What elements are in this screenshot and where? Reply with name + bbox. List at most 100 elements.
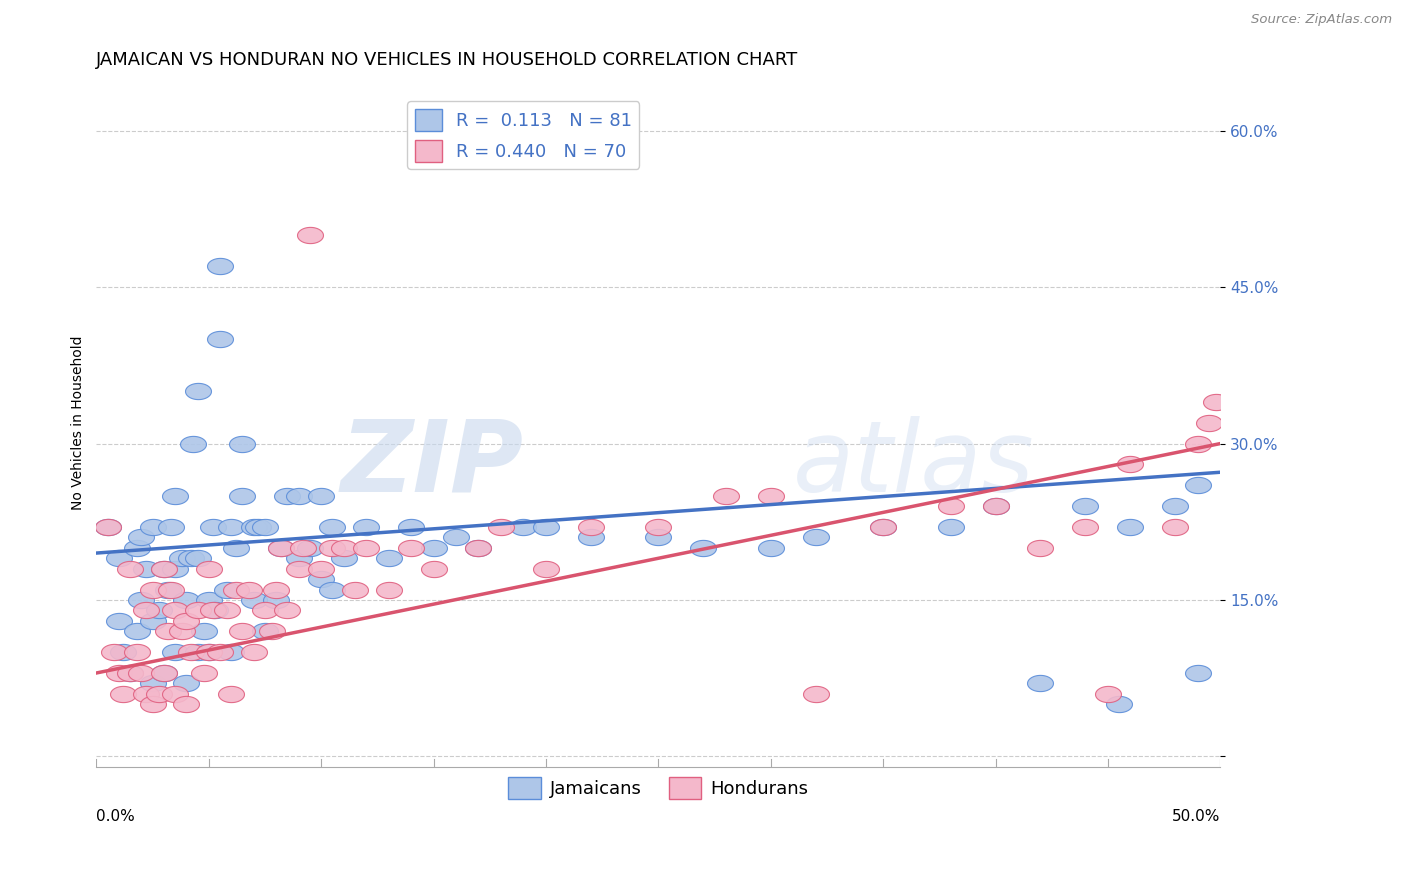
Text: ZIP: ZIP (340, 416, 523, 513)
Hondurans (1164, 520, 1187, 534)
Jamaicans (1029, 676, 1052, 690)
Hondurans (804, 687, 827, 701)
Hondurans (152, 665, 174, 680)
Hondurans (112, 687, 135, 701)
Jamaicans (219, 645, 242, 659)
Jamaicans (247, 520, 270, 534)
Hondurans (215, 603, 238, 617)
Hondurans (97, 520, 120, 534)
Hondurans (309, 562, 332, 576)
Jamaicans (332, 551, 354, 566)
Hondurans (270, 541, 292, 555)
Jamaicans (108, 551, 131, 566)
Jamaicans (157, 582, 180, 597)
Jamaicans (163, 562, 186, 576)
Jamaicans (804, 530, 827, 544)
Jamaicans (152, 562, 174, 576)
Hondurans (399, 541, 422, 555)
Hondurans (872, 520, 894, 534)
Jamaicans (112, 645, 135, 659)
Hondurans (159, 582, 181, 597)
Jamaicans (163, 489, 186, 503)
Jamaicans (225, 541, 247, 555)
Jamaicans (270, 541, 292, 555)
Hondurans (422, 562, 444, 576)
Jamaicans (399, 520, 422, 534)
Hondurans (343, 582, 366, 597)
Hondurans (120, 665, 142, 680)
Hondurans (163, 603, 186, 617)
Jamaicans (534, 520, 557, 534)
Jamaicans (1074, 499, 1097, 513)
Jamaicans (309, 572, 332, 586)
Hondurans (647, 520, 669, 534)
Jamaicans (939, 520, 962, 534)
Hondurans (1074, 520, 1097, 534)
Text: 50.0%: 50.0% (1173, 808, 1220, 823)
Hondurans (193, 665, 215, 680)
Hondurans (534, 562, 557, 576)
Jamaicans (174, 676, 197, 690)
Jamaicans (141, 676, 163, 690)
Jamaicans (204, 603, 226, 617)
Jamaicans (125, 624, 148, 639)
Jamaicans (125, 541, 148, 555)
Jamaicans (202, 520, 225, 534)
Hondurans (197, 645, 219, 659)
Jamaicans (180, 551, 202, 566)
Hondurans (103, 645, 125, 659)
Hondurans (714, 489, 737, 503)
Jamaicans (264, 593, 287, 607)
Hondurans (141, 582, 163, 597)
Hondurans (180, 645, 202, 659)
Hondurans (1198, 416, 1220, 430)
Jamaicans (377, 551, 399, 566)
Jamaicans (152, 665, 174, 680)
Hondurans (1205, 395, 1227, 409)
Hondurans (759, 489, 782, 503)
Text: Source: ZipAtlas.com: Source: ZipAtlas.com (1251, 13, 1392, 27)
Hondurans (231, 624, 253, 639)
Jamaicans (276, 489, 298, 503)
Jamaicans (186, 645, 208, 659)
Hondurans (1187, 436, 1209, 450)
Hondurans (157, 624, 180, 639)
Hondurans (174, 698, 197, 712)
Jamaicans (287, 551, 309, 566)
Jamaicans (692, 541, 714, 555)
Hondurans (170, 624, 193, 639)
Hondurans (354, 541, 377, 555)
Hondurans (467, 541, 489, 555)
Jamaicans (467, 541, 489, 555)
Jamaicans (163, 645, 186, 659)
Jamaicans (197, 593, 219, 607)
Jamaicans (181, 436, 204, 450)
Hondurans (292, 541, 315, 555)
Jamaicans (174, 593, 197, 607)
Jamaicans (759, 541, 782, 555)
Jamaicans (298, 541, 321, 555)
Jamaicans (309, 489, 332, 503)
Hondurans (131, 665, 153, 680)
Hondurans (984, 499, 1007, 513)
Jamaicans (135, 562, 157, 576)
Jamaicans (1187, 665, 1209, 680)
Jamaicans (231, 489, 253, 503)
Jamaicans (321, 520, 343, 534)
Jamaicans (159, 520, 181, 534)
Hondurans (298, 227, 321, 242)
Jamaicans (872, 520, 894, 534)
Legend: Jamaicans, Hondurans: Jamaicans, Hondurans (501, 770, 815, 806)
Hondurans (108, 665, 131, 680)
Hondurans (242, 645, 264, 659)
Hondurans (1097, 687, 1119, 701)
Hondurans (276, 603, 298, 617)
Jamaicans (215, 582, 238, 597)
Hondurans (287, 562, 309, 576)
Hondurans (264, 582, 287, 597)
Jamaicans (984, 499, 1007, 513)
Hondurans (1119, 458, 1142, 472)
Hondurans (225, 582, 247, 597)
Jamaicans (422, 541, 444, 555)
Jamaicans (131, 593, 153, 607)
